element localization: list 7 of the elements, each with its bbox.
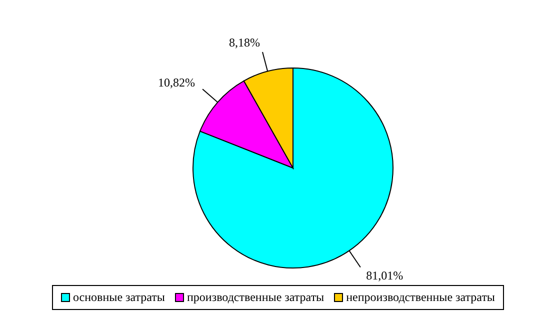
legend-label: непроизводственные затраты — [345, 290, 495, 305]
legend-label: производственные затраты — [186, 290, 324, 305]
data-label: 10,82% — [158, 76, 196, 90]
data-label: 81,01% — [366, 268, 404, 283]
data-label: 8,18% — [228, 35, 260, 50]
pie-slice — [192, 68, 394, 268]
legend-label: основные затраты — [72, 290, 165, 305]
